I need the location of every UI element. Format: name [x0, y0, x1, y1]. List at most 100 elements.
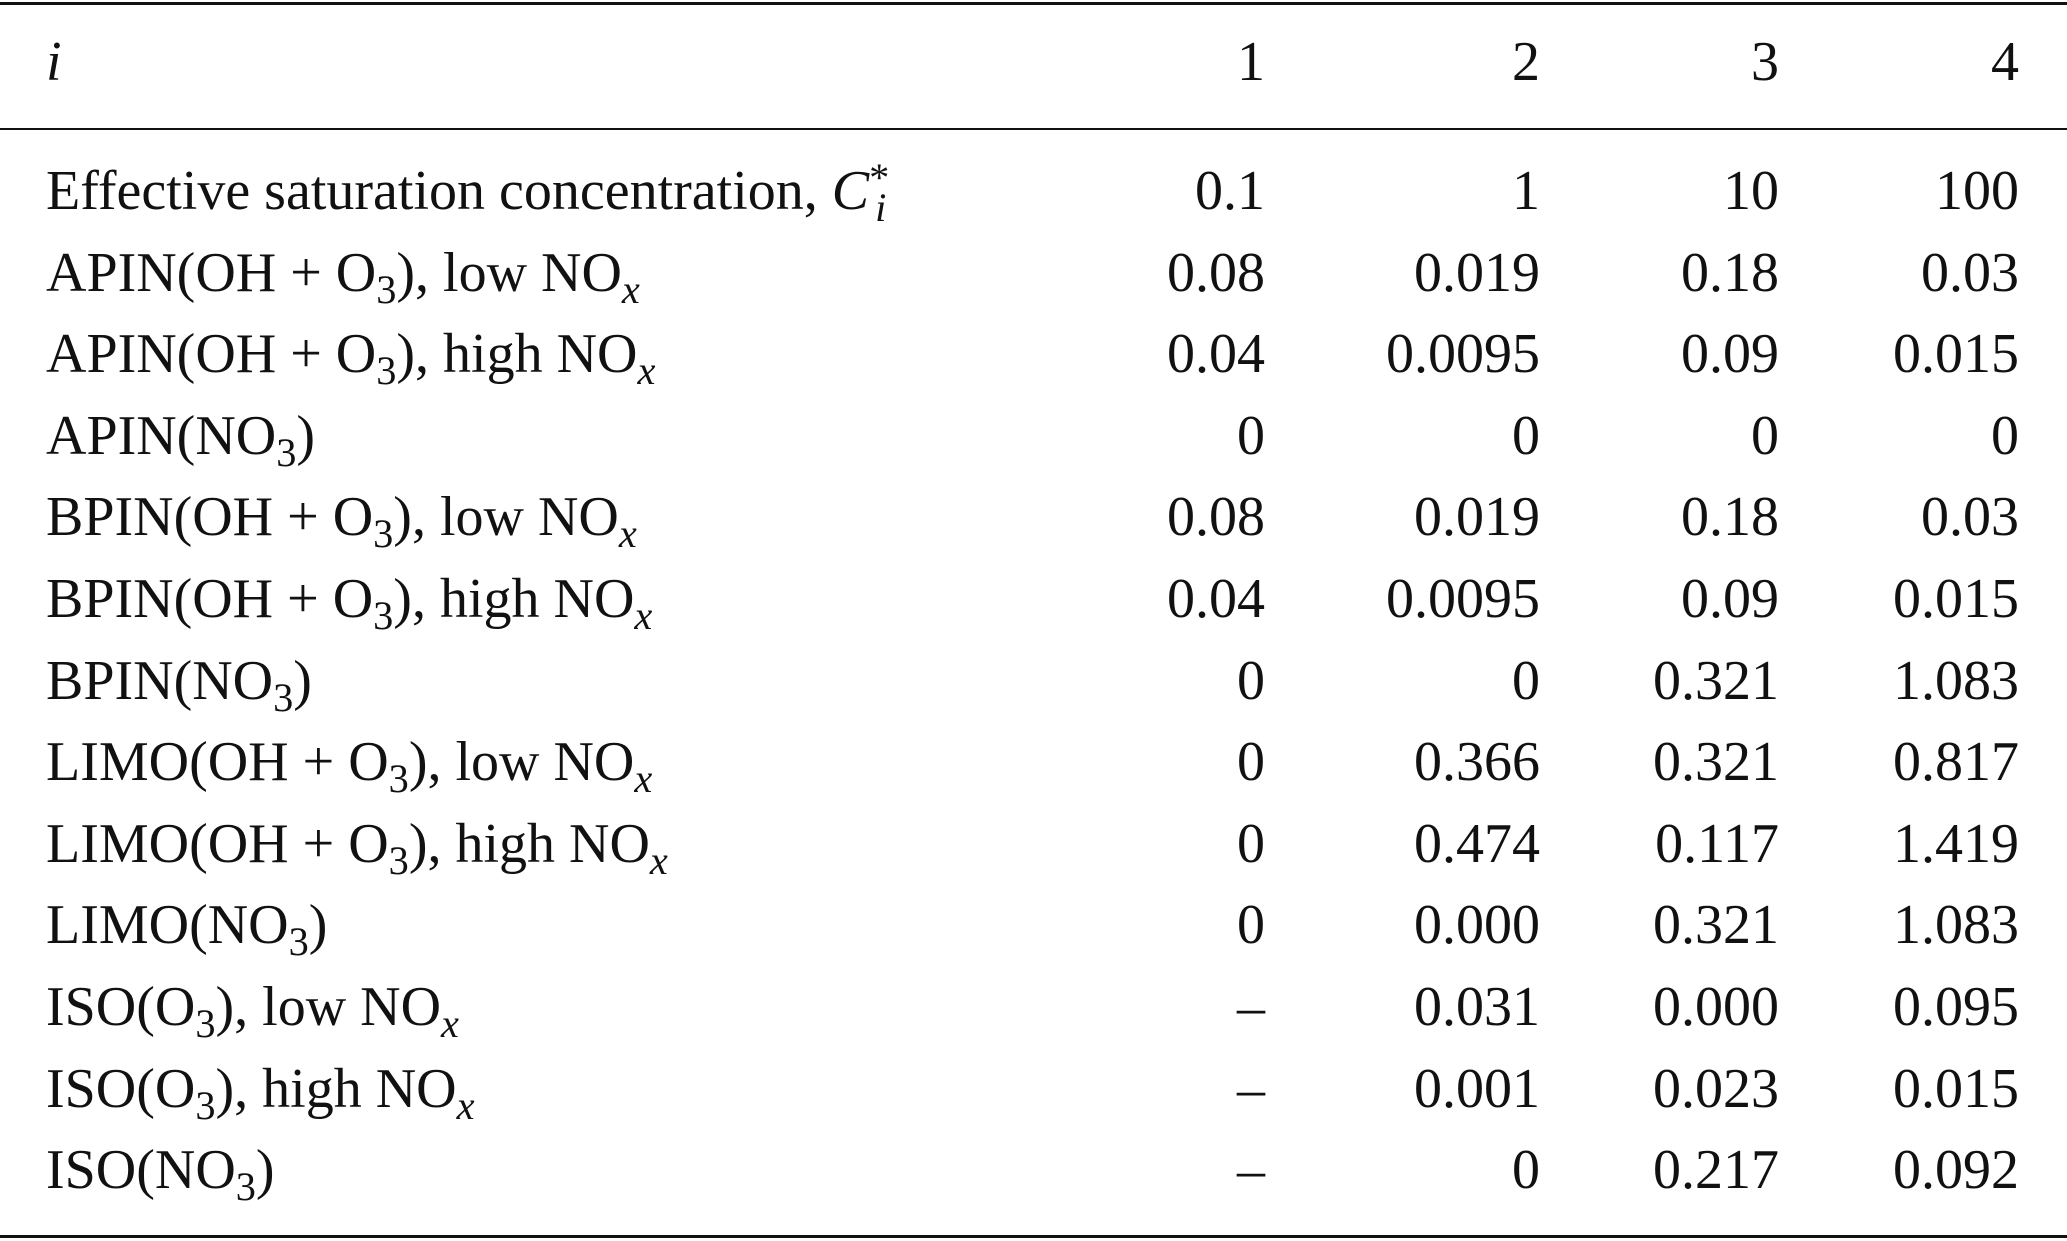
cell: 0.03 [1921, 241, 2019, 304]
cell: – [1237, 1057, 1265, 1120]
cell: 1.083 [1893, 649, 2019, 712]
label-part: * [869, 154, 890, 200]
label-part: x [637, 348, 656, 394]
cell: 0.117 [1655, 812, 1779, 875]
label-part: x [618, 511, 637, 557]
label-part: ), high NO [396, 323, 638, 386]
label-part: 3 [373, 593, 394, 639]
label-part: ), low NO [215, 976, 442, 1038]
label-part: ), low NO [408, 731, 635, 794]
cell: 0.03 [1921, 486, 2019, 549]
row-label: BPIN(OH + O3), high NOx [46, 568, 652, 636]
label-part: i [875, 185, 887, 231]
label-part: 3 [195, 1082, 216, 1128]
row-label: Effective saturation concentration, C*i [46, 157, 889, 228]
cell: 0 [1512, 404, 1540, 467]
label-part: ISO(NO [46, 1139, 236, 1202]
cell: 0.015 [1893, 323, 2019, 386]
label-part: LIMO(OH + O [46, 731, 389, 794]
label-part: ) [255, 1139, 275, 1202]
cell: 0.000 [1414, 894, 1540, 957]
cell: 0.095 [1893, 976, 2019, 1038]
label-part: 3 [388, 756, 409, 802]
label-part: ) [296, 404, 316, 467]
label-part: Effective saturation concentration, [46, 160, 832, 222]
cell: 0.817 [1893, 731, 2019, 794]
cell: 1 [1512, 160, 1540, 222]
cell: 1.083 [1893, 894, 2019, 957]
cell: 0.1 [1195, 160, 1265, 222]
header-rule [0, 128, 2067, 130]
cell: 0.08 [1167, 241, 1265, 304]
label-part: ISO(O [46, 976, 196, 1038]
label-part: x [441, 1001, 459, 1047]
cell: 10 [1723, 160, 1779, 222]
label-part: 3 [195, 1001, 216, 1047]
label-part: ISO(O [46, 1057, 196, 1120]
label-part: BPIN(OH + O [46, 568, 374, 630]
label-part: ) [308, 894, 328, 957]
row-label: ISO(O3), low NOx [46, 976, 459, 1044]
row-label: APIN(NO3) [46, 404, 316, 473]
top-rule [0, 2, 2067, 5]
row-label: LIMO(OH + O3), low NOx [46, 731, 652, 799]
cell: 0.04 [1167, 568, 1265, 630]
cell: 0.015 [1893, 568, 2019, 630]
cell: 2 [1512, 31, 1540, 93]
cell: 0.08 [1167, 486, 1265, 549]
cell: 0 [1237, 812, 1265, 875]
label-part: 3 [388, 837, 409, 883]
cell: 0 [1512, 1139, 1540, 1202]
label-part: ), high NO [215, 1057, 457, 1120]
label-part: 3 [373, 511, 394, 557]
label-part: 3 [288, 919, 309, 965]
cell: 0.092 [1893, 1139, 2019, 1202]
cell: 0.474 [1414, 812, 1540, 875]
cell: 0 [1512, 649, 1540, 712]
label-part: BPIN(OH + O [46, 486, 374, 549]
label-part: ), low NO [393, 486, 619, 549]
cell: 1 [1237, 31, 1265, 93]
cell: 0 [1237, 731, 1265, 794]
bottom-rule [0, 1235, 2067, 1238]
label-part: APIN(OH + O [46, 241, 377, 304]
cell: 3 [1751, 31, 1779, 93]
cell: 0 [1237, 894, 1265, 957]
cell: 0.321 [1653, 649, 1779, 712]
cell: 0 [1237, 404, 1265, 467]
cell: – [1237, 1139, 1265, 1202]
cell: 0.019 [1414, 486, 1540, 549]
label-part: LIMO(NO [46, 894, 289, 957]
label-part: i [46, 31, 62, 93]
label-part: C [831, 160, 870, 222]
cell: 0.015 [1893, 1057, 2019, 1120]
cell: 0.0095 [1386, 323, 1540, 386]
cell: 1.419 [1893, 812, 2019, 875]
cell: 0.09 [1681, 323, 1779, 386]
row-label: i [46, 34, 62, 90]
cell: 0.366 [1414, 731, 1540, 794]
cell: 0.04 [1167, 323, 1265, 386]
cell: 0 [1237, 649, 1265, 712]
label-part: x [634, 593, 653, 639]
label-part: 3 [276, 429, 297, 475]
label-part: x [621, 266, 640, 312]
label-part: x [634, 756, 653, 802]
cell: 0.321 [1653, 894, 1779, 957]
cell: 0.0095 [1386, 568, 1540, 630]
label-part: BPIN(NO [46, 649, 274, 712]
row-label: APIN(OH + O3), high NOx [46, 323, 655, 391]
row-label: ISO(NO3) [46, 1139, 275, 1207]
cell: 0.001 [1414, 1057, 1540, 1120]
cell: 4 [1991, 31, 2019, 93]
cell: 0.321 [1653, 731, 1779, 794]
cell: 0.18 [1681, 241, 1779, 304]
row-label: ISO(O3), high NOx [46, 1057, 474, 1126]
cell: 0.09 [1681, 568, 1779, 630]
cell: 0.023 [1653, 1057, 1779, 1120]
row-label: LIMO(NO3) [46, 894, 328, 962]
cell: 0 [1751, 404, 1779, 467]
label-part: 3 [376, 348, 397, 394]
cell: 0.031 [1414, 976, 1540, 1038]
